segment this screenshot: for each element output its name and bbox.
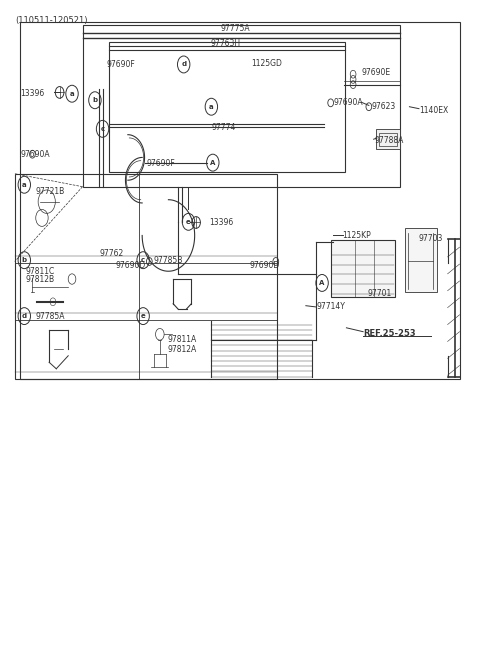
- Circle shape: [146, 257, 152, 265]
- Bar: [379, 133, 396, 146]
- Bar: [109, 42, 345, 172]
- Text: 97690A: 97690A: [333, 98, 363, 106]
- Text: 97690D: 97690D: [250, 261, 280, 270]
- Circle shape: [273, 257, 279, 265]
- Text: 97690A: 97690A: [21, 150, 50, 159]
- Text: b: b: [22, 257, 27, 263]
- Text: A: A: [319, 280, 325, 286]
- Text: 97763H: 97763H: [211, 39, 241, 48]
- Text: A: A: [210, 159, 216, 166]
- Circle shape: [328, 99, 334, 106]
- Bar: [83, 25, 400, 187]
- Text: 97690D: 97690D: [116, 261, 146, 270]
- Text: REF.25-253: REF.25-253: [363, 328, 416, 338]
- Circle shape: [366, 103, 372, 110]
- Bar: [376, 129, 400, 149]
- Circle shape: [50, 298, 56, 306]
- Text: 13396: 13396: [209, 218, 233, 227]
- Text: 97721B: 97721B: [36, 187, 65, 196]
- Text: (110511-120521): (110511-120521): [16, 16, 88, 25]
- Text: 97774: 97774: [211, 123, 236, 132]
- Text: 97762: 97762: [99, 249, 123, 258]
- Text: b: b: [92, 97, 97, 103]
- Text: e: e: [186, 219, 191, 225]
- Bar: [405, 229, 437, 292]
- Text: 97775A: 97775A: [220, 24, 250, 33]
- Text: d: d: [22, 313, 27, 319]
- Bar: [21, 22, 459, 379]
- Text: 1125KP: 1125KP: [343, 231, 372, 240]
- Text: 97812A: 97812A: [168, 345, 197, 354]
- Text: c: c: [100, 126, 105, 132]
- Text: 1125GD: 1125GD: [251, 59, 282, 68]
- Text: 97701: 97701: [368, 289, 392, 298]
- Text: 97812B: 97812B: [25, 275, 54, 284]
- Bar: [331, 240, 395, 297]
- Text: d: d: [181, 61, 186, 67]
- Text: 97690E: 97690E: [362, 69, 391, 78]
- Text: 97690F: 97690F: [147, 159, 176, 168]
- Text: 97785A: 97785A: [36, 311, 65, 321]
- Text: c: c: [141, 257, 145, 263]
- Text: 97811A: 97811A: [168, 335, 197, 344]
- Text: a: a: [70, 91, 74, 97]
- Text: 97623: 97623: [371, 103, 396, 111]
- Text: a: a: [209, 104, 214, 110]
- Text: 13396: 13396: [21, 89, 45, 98]
- Text: 1140EX: 1140EX: [419, 106, 448, 115]
- Text: 97785B: 97785B: [153, 256, 182, 264]
- Text: 97811C: 97811C: [25, 266, 55, 276]
- Text: e: e: [141, 313, 145, 319]
- Text: 97703: 97703: [419, 234, 444, 242]
- Text: 97788A: 97788A: [374, 136, 404, 145]
- Text: 97714Y: 97714Y: [316, 302, 345, 311]
- Bar: [15, 174, 277, 379]
- Text: a: a: [22, 182, 26, 188]
- Circle shape: [30, 150, 35, 158]
- Text: 97690F: 97690F: [106, 60, 135, 69]
